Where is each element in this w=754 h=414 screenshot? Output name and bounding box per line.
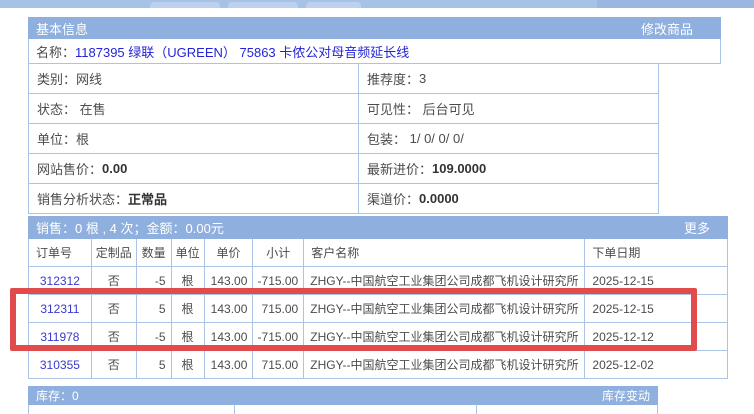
top-tab[interactable] [228,2,298,8]
order-number-link[interactable]: 312312 [39,273,80,288]
recommendation-value: 3 [419,71,427,86]
sales-table: 订单号 定制品 数量 单位 单价 小计 客户名称 下单日期 312312 否 -… [28,239,728,379]
unit-value: 根 [76,132,90,147]
basic-info-grid: 类别： 网线 推荐度： 3 状态： 在售 可见性： 后台可见 单位：根 包装： 1/… [28,64,659,214]
channel-price-value: 0.0000 [419,191,459,206]
unit-price-cell: 143.00 [203,267,253,294]
basic-info-row: 单位：根 包装： 1/ 0/ 0/ 0/ [29,123,658,153]
customer-name-cell: ZHGY--中国航空工业集团公司成都飞机设计研究所 [303,351,584,378]
order-date-cell: 2025-12-15 [584,267,727,294]
sales-section: 销售：0 根 , 4 次；金额：0.00元 更多 订单号 定制品 数量 单位 单… [28,216,728,379]
customer-name-cell: ZHGY--中国航空工业集团公司成都飞机设计研究所 [303,323,584,350]
table-row: 311978 否 -5 根 143.00 -715.00 ZHGY--中国航空工… [29,322,727,350]
sales-summary: 销售：0 根 , 4 次；金额：0.00元 [36,221,224,236]
unit-cell: 根 [170,267,204,294]
category-value: 网线 [76,72,103,87]
customer-name-cell: ZHGY--中国航空工业集团公司成都飞机设计研究所 [303,295,584,322]
col-quantity: 数量 [135,239,171,266]
table-row: 312311 否 5 根 143.00 715.00 ZHGY--中国航空工业集… [29,294,727,322]
order-number-link[interactable]: 310355 [39,357,80,372]
category-label: 类别： [37,72,77,87]
visibility-value: 后台可见 [422,102,475,117]
customer-name-cell: ZHGY--中国航空工业集团公司成都飞机设计研究所 [303,267,584,294]
basic-info-section: 基本信息 修改商品 名称： 1187395 绿联（UGREEN） 75863 卡侬… [28,17,721,214]
sales-header-bar: 销售：0 根 , 4 次；金额：0.00元 更多 [28,216,728,239]
latest-cost-value: 109.0000 [432,161,487,176]
subtotal-cell: 715.00 [252,351,303,378]
unit-cell: 根 [170,323,204,350]
sales-analysis-value: 正常品 [128,192,168,207]
col-customized: 定制品 [90,239,136,266]
inventory-section: 库存：0 库存变动 [28,386,658,414]
packaging-value: 1/ 0/ 0/ 0/ [409,131,464,146]
top-tab-active-segment [597,0,754,8]
product-name-label: 名称： [36,44,76,60]
order-date-cell: 2025-12-02 [584,351,727,378]
quantity-cell: -5 [135,323,171,350]
order-number-link[interactable]: 312311 [40,301,80,316]
basic-info-row: 销售分析状态： 正常品 渠道价： 0.0000 [29,183,658,213]
unit-cell: 根 [170,295,204,322]
order-number-link[interactable]: 311978 [40,329,80,344]
col-unit: 单位 [170,239,204,266]
customized-cell: 否 [90,351,136,378]
channel-price-label: 渠道价： [367,192,420,207]
basic-info-row: 网站售价： 0.00 最新进价： 109.0000 [29,153,658,183]
unit-price-cell: 143.00 [203,295,253,322]
sales-table-header: 订单号 定制品 数量 单位 单价 小计 客户名称 下单日期 [29,239,727,266]
unit-cell: 根 [170,351,204,378]
basic-info-row: 类别： 网线 推荐度： 3 [29,64,658,93]
sales-analysis-label: 销售分析状态： [37,192,129,207]
quantity-cell: 5 [135,351,171,378]
site-price-label: 网站售价： [37,162,103,177]
order-date-cell: 2025-12-15 [584,295,727,322]
subtotal-cell: 715.00 [252,295,303,322]
table-row: 310355 否 5 根 143.00 715.00 ZHGY--中国航空工业集… [29,350,727,378]
visibility-label: 可见性： [367,102,423,117]
top-tab-strip [0,0,754,8]
top-tab[interactable] [306,2,361,8]
table-row: 312312 否 -5 根 143.00 -715.00 ZHGY--中国航空工… [29,266,727,294]
inventory-table-partial [28,405,658,414]
customized-cell: 否 [90,295,136,322]
site-price-value: 0.00 [102,161,128,176]
subtotal-cell: -715.00 [252,267,303,294]
unit-price-cell: 143.00 [203,323,253,350]
quantity-cell: -5 [135,267,171,294]
quantity-cell: 5 [135,295,171,322]
basic-info-title: 基本信息 [36,21,89,37]
packaging-label: 包装： [367,132,410,147]
basic-info-header-bar: 基本信息 修改商品 [28,17,721,39]
col-subtotal: 小计 [252,239,303,266]
col-order-date: 下单日期 [584,239,727,266]
order-date-cell: 2025-12-12 [584,323,727,350]
status-value: 在售 [79,102,106,117]
unit-price-cell: 143.00 [203,351,253,378]
top-tab[interactable] [150,2,220,8]
latest-cost-label: 最新进价： [367,162,433,177]
customized-cell: 否 [90,323,136,350]
inventory-changes-link[interactable]: 库存变动 [601,389,650,403]
product-name-link[interactable]: 1187395 绿联（UGREEN） 75863 卡侬公对母音频延长线 [75,44,410,60]
product-name-row: 名称： 1187395 绿联（UGREEN） 75863 卡侬公对母音频延长线 [28,39,721,64]
recommendation-label: 推荐度： [367,72,420,87]
inventory-summary: 库存：0 [36,389,79,403]
sales-more-link[interactable]: 更多 [683,221,710,236]
unit-label: 单位： [37,132,77,147]
basic-info-row: 状态： 在售 可见性： 后台可见 [29,93,658,123]
col-order-number: 订单号 [36,246,73,260]
status-label: 状态： [37,102,80,117]
inventory-header-bar: 库存：0 库存变动 [28,386,658,405]
edit-product-link[interactable]: 修改商品 [640,21,693,37]
customized-cell: 否 [90,267,136,294]
col-unit-price: 单价 [203,239,253,266]
col-customer-name: 客户名称 [303,239,584,266]
subtotal-cell: -715.00 [252,323,303,350]
